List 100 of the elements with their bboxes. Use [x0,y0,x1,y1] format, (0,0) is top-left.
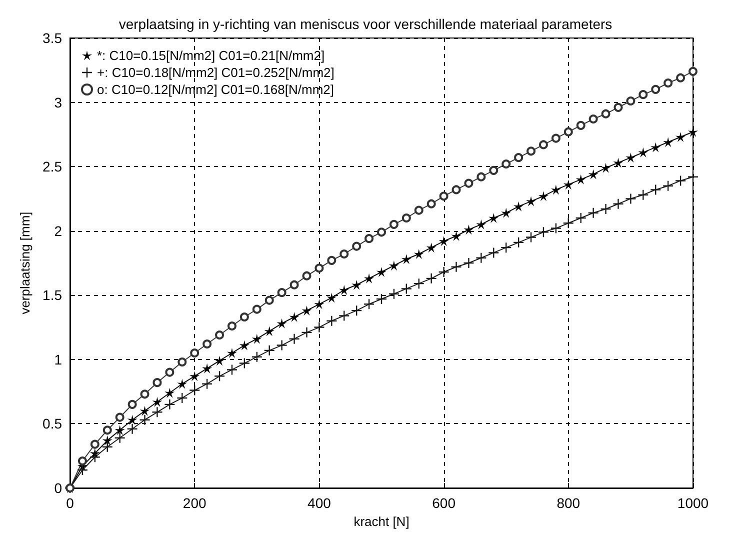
point [226,364,237,375]
point [376,267,386,277]
point [650,142,661,152]
point [377,228,386,237]
point [326,316,337,326]
point [438,267,449,277]
point [264,326,274,336]
y-tick-label: 0 [54,480,62,496]
point [127,414,138,425]
point [114,432,125,443]
point [464,258,474,268]
point [502,160,511,168]
point [102,435,112,446]
y-axis-title: verplaatsing [mm] [18,212,33,314]
x-tick-label: 400 [308,495,332,511]
point [501,208,512,218]
point [314,299,324,310]
point [152,396,162,407]
legend-label: +: C10=0.18[N/mm2] C01=0.252[N/mm2] [97,65,334,80]
point [102,426,112,435]
chart-title: verplaatsing in y-richting van meniscus voor verschillende materiaal parameters [118,16,612,32]
point [550,184,561,195]
point [626,152,636,163]
point [563,180,574,190]
point [414,249,424,259]
point [514,201,524,212]
point [526,232,536,242]
point [289,334,300,344]
point [526,146,536,156]
point [302,271,312,280]
point [389,220,398,229]
point [240,312,249,322]
point [190,371,200,382]
point [676,73,686,82]
point [289,312,300,322]
point [402,214,411,222]
point [140,414,150,425]
point [340,250,349,258]
point [252,304,262,314]
point [239,358,250,368]
point [439,192,448,201]
point [90,440,100,449]
point [327,256,336,265]
point [526,196,536,206]
point [464,178,474,188]
point [178,358,187,366]
legend-label: o: C10=0.12[N/mm2] C01=0.168[N/mm2] [97,82,334,97]
point [651,84,660,94]
point [302,327,312,338]
point [576,174,586,184]
point [152,407,162,418]
point [314,264,324,273]
point [426,199,436,208]
point [352,280,362,290]
point [239,340,250,350]
point [438,236,449,246]
point [676,132,686,142]
point [277,288,286,298]
legend-label: *: C10=0.15[N/mm2] C01=0.21[N/mm2] [97,48,325,63]
point [140,390,150,399]
point [588,208,598,218]
point [326,292,337,303]
y-tick-label: 1 [54,351,62,368]
point [177,378,188,389]
point [488,213,499,223]
point [638,147,648,158]
point [664,78,673,88]
point [364,234,374,244]
x-tick-label: 0 [66,495,74,511]
point [426,273,436,284]
point [339,310,350,321]
point [215,330,224,340]
x-tick-label: 600 [432,495,456,511]
point [638,190,648,200]
point [339,285,350,295]
x-tick-label: 200 [182,495,206,511]
point [626,96,636,106]
point [550,223,561,234]
point [564,127,573,136]
x-tick-label: 800 [556,495,580,511]
point [190,385,200,396]
x-tick-label: 1000 [677,495,709,511]
point [114,425,125,436]
y-tick-label: 0.5 [42,416,62,432]
y-tick-label: 2.5 [42,158,62,175]
point [414,206,424,215]
point [451,231,462,241]
y-tick-label: 3.5 [42,30,62,46]
point [538,191,548,202]
point [202,340,212,348]
point [676,176,686,186]
point [514,153,524,162]
point [626,194,636,204]
point [476,219,486,230]
point [401,254,412,264]
point [613,198,624,209]
point [613,158,624,168]
point [190,348,200,358]
point [276,318,287,328]
point [140,406,150,416]
